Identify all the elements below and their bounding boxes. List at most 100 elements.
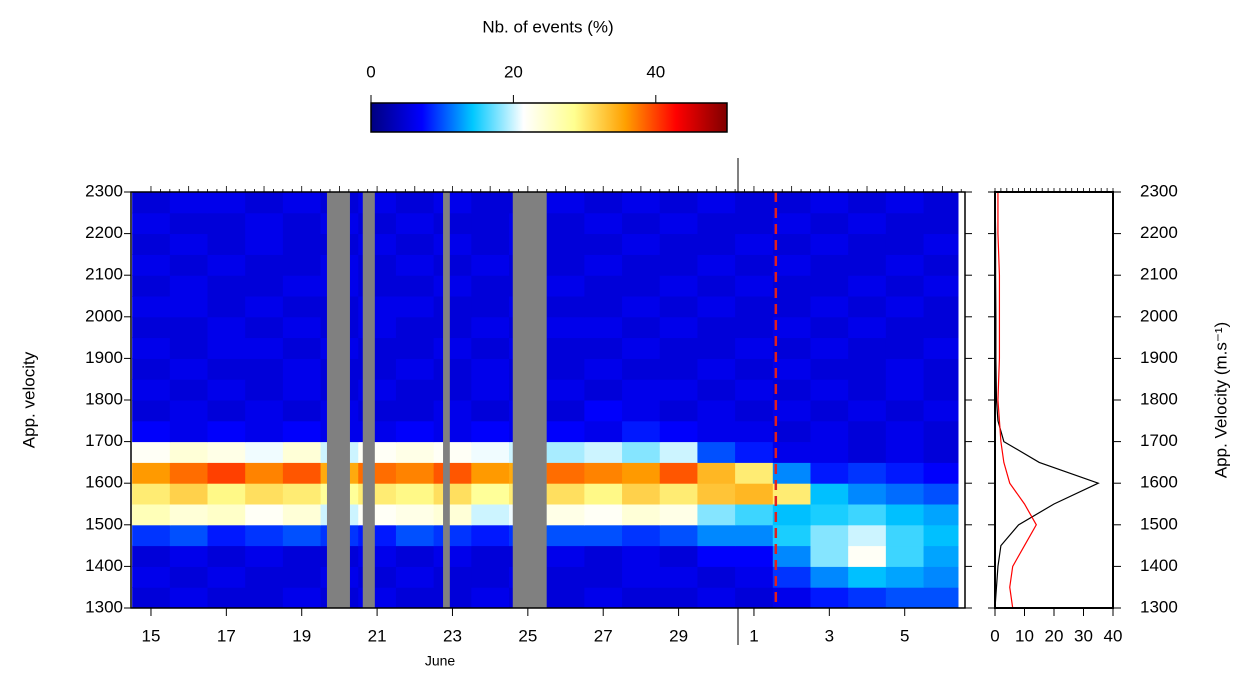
x-tick-label: 29 [669,626,688,645]
heatmap-cell [395,483,435,505]
heatmap-cell [132,233,171,255]
heatmap-cell [885,483,925,505]
heatmap-cell [697,379,736,401]
heatmap-cell [622,566,661,588]
heatmap-cell [282,254,322,276]
heatmap-cell [848,254,887,276]
heatmap-cell [923,192,959,214]
heatmap-cell [395,524,435,547]
heatmap-cell [697,254,736,276]
heatmap-cell [848,212,887,235]
heatmap-cell [885,524,925,547]
heatmap-cell [885,441,925,463]
heatmap-cell [245,316,284,339]
heatmap-cell [282,524,322,547]
heatmap-cell [282,275,322,297]
profile-frame [994,191,1114,609]
heatmap-cell [885,296,925,318]
heatmap-cell [810,337,849,359]
heatmap-cell [433,504,472,526]
heatmap-cell [735,316,774,339]
heatmap-cell [471,566,510,588]
heatmap-cell [132,420,171,443]
heatmap-cell [433,566,472,588]
heatmap-cell [169,254,209,276]
heatmap-cell [735,462,774,484]
heatmap-cell [169,275,209,297]
x-tick-label: 3 [825,626,834,645]
heatmap-cell [471,462,510,484]
heatmap-cell [622,192,661,214]
heatmap-cell [848,504,887,526]
heatmap-cell [245,296,284,318]
heatmap-cell [132,483,171,505]
colorbar-tick-label: 20 [504,62,523,81]
heatmap-cell [169,504,209,526]
x-tick-label: 20 [1045,626,1064,645]
heatmap-cell [245,545,284,567]
heatmap-cell [810,358,849,380]
heatmap-cell [622,212,661,235]
heatmap-cell [772,275,811,297]
heatmap-cell [395,296,435,318]
heatmap-cell [697,212,736,235]
heatmap-cell [885,254,925,276]
heatmap-cell [772,254,811,276]
heatmap-cell [584,400,623,422]
heatmap-cell [433,462,472,484]
heatmap-cell [622,441,661,463]
heatmap-cell [810,441,849,463]
heatmap-cell [772,379,811,401]
heatmap-cell [659,400,698,422]
heatmap-cell [433,233,472,255]
heatmap-cell [697,462,736,484]
heatmap-cell [848,566,887,588]
heatmap-cell [697,275,736,297]
heatmap-cell [282,192,322,214]
heatmap-cell [772,545,811,567]
heatmap-cell [885,545,925,567]
heatmap-cell [471,316,510,339]
heatmap-cell [471,441,510,463]
heatmap-cell [433,358,472,380]
heatmap-cell [810,566,849,588]
heatmap-cell [848,441,887,463]
heatmap-cell [810,587,849,609]
heatmap-cell [245,524,284,547]
heatmap-cell [584,566,623,588]
heatmap-cell [848,587,887,609]
heatmap-cell [848,483,887,505]
heatmap-cell [810,545,849,567]
heatmap-cell [735,296,774,318]
heatmap-cell [772,587,811,609]
heatmap-cell [245,420,284,443]
heatmap-cell [772,316,811,339]
heatmap-cell [772,192,811,214]
heatmap-cell [697,441,736,463]
heatmap-cell [622,545,661,567]
x-tick-label: 27 [594,626,613,645]
heatmap-cell [735,275,774,297]
heatmap-cell [471,254,510,276]
heatmap-cell [697,337,736,359]
y-tick-label: 1700 [85,431,123,450]
heatmap-cell [245,379,284,401]
heatmap-cell [697,420,736,443]
x-tick-label: 0 [990,626,999,645]
heatmap-cell [245,192,284,214]
heatmap-cell [735,254,774,276]
y-tick-label: 1800 [1140,389,1178,408]
heatmap-cell [735,379,774,401]
heatmap-cell [584,254,623,276]
heatmap-cell [433,379,472,401]
x-tick-label: 25 [518,626,537,645]
heatmap-cell [622,337,661,359]
heatmap-cell [471,358,510,380]
heatmap-cell [207,462,246,484]
heatmap-cell [622,420,661,443]
heatmap-cell [772,524,811,547]
heatmap-cell [697,524,736,547]
heatmap-cell [245,275,284,297]
heatmap-cell [245,587,284,609]
heatmap-cell [659,337,698,359]
